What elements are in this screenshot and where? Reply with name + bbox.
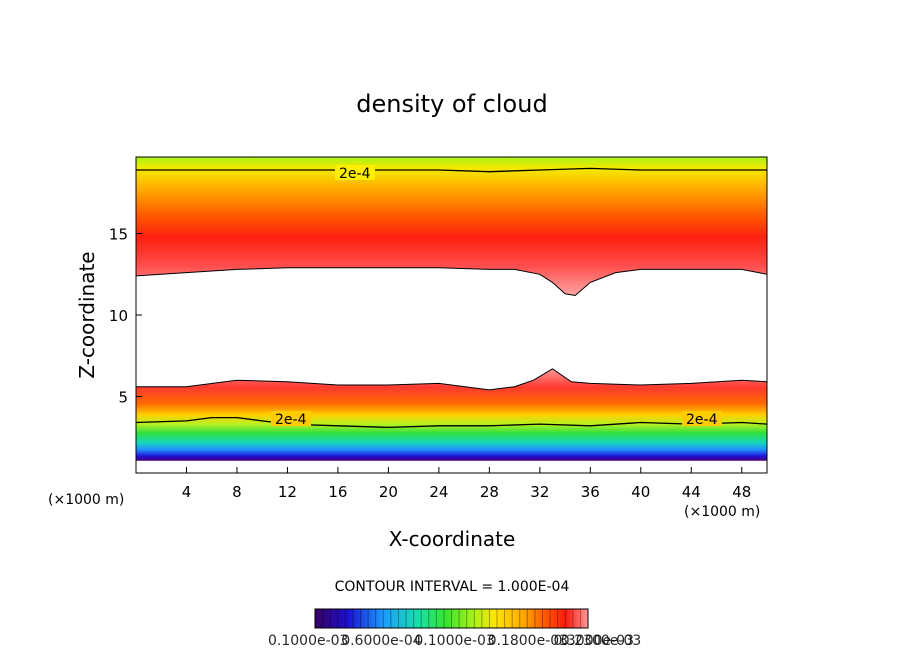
x-tick-label: 12 — [278, 483, 297, 501]
x-unit-label-left: (×1000 m) — [48, 492, 124, 508]
x-tick-label: 32 — [530, 483, 549, 501]
contour-label-lower-right: 2e-4 — [682, 411, 722, 428]
plot-area: 2e-4 2e-4 2e-4 — [136, 157, 767, 461]
contour-label-upper: 2e-4 — [335, 165, 375, 182]
contour-label-lower-left-text: 2e-4 — [275, 412, 307, 428]
lower-cloud-layer — [136, 368, 767, 461]
x-tick-label: 8 — [232, 483, 242, 501]
x-axis-label: X-coordinate — [389, 527, 516, 551]
contour-line-lower-top — [136, 368, 767, 391]
x-tick-label: 48 — [732, 483, 751, 501]
x-tick-label: 16 — [328, 483, 347, 501]
x-tick-label: 20 — [379, 483, 398, 501]
contour-line-upper — [136, 167, 767, 173]
x-tick-label: 36 — [581, 483, 600, 501]
contour-label-upper-text: 2e-4 — [339, 166, 371, 182]
colorbar-labels: 0.1000e-030.6000e-040.1000e-030.1800e-03… — [268, 633, 641, 649]
colorbar-tick-label: 0.1000e-03 — [414, 633, 494, 649]
x-tick-label: 4 — [182, 483, 192, 501]
colorbar-tick-label: 0.6000e-04 — [341, 633, 422, 649]
colorbar-tick-label: 0.1000e-03 — [268, 633, 348, 649]
y-axis-label: Z-coordinate — [75, 251, 99, 378]
colorbar — [314, 608, 589, 629]
x-axis: 4 8 12 16 20 24 28 32 36 40 44 48 — [182, 467, 751, 501]
y-tick-label: 10 — [109, 307, 128, 325]
chart-title: density of cloud — [356, 90, 547, 118]
colorbar-tick-label: 0.2300e-03 — [561, 633, 641, 649]
y-tick-label: 15 — [109, 226, 128, 244]
colorbar-tick-label: 0.3000e-03 — [554, 633, 634, 649]
contour-line-lower — [136, 416, 767, 429]
y-tick-label: 5 — [118, 388, 128, 406]
x-unit-label-right: (×1000 m) — [684, 504, 760, 520]
x-tick-label: 28 — [480, 483, 499, 501]
upper-cloud-layer — [136, 157, 767, 296]
colorbar-tick-label: 0.1800e-03 — [488, 633, 568, 649]
y-axis: 5 10 15 — [109, 226, 142, 406]
x-tick-label: 24 — [429, 483, 448, 501]
contour-line-upper-bottom — [136, 267, 767, 297]
colorbar-stripes — [322, 609, 581, 628]
x-tick-label: 44 — [682, 483, 701, 501]
contour-interval-text: CONTOUR INTERVAL = 1.000E-04 — [335, 579, 570, 595]
x-tick-label: 40 — [631, 483, 650, 501]
contour-label-lower-right-text: 2e-4 — [686, 412, 718, 428]
contour-label-lower-left: 2e-4 — [271, 411, 311, 428]
